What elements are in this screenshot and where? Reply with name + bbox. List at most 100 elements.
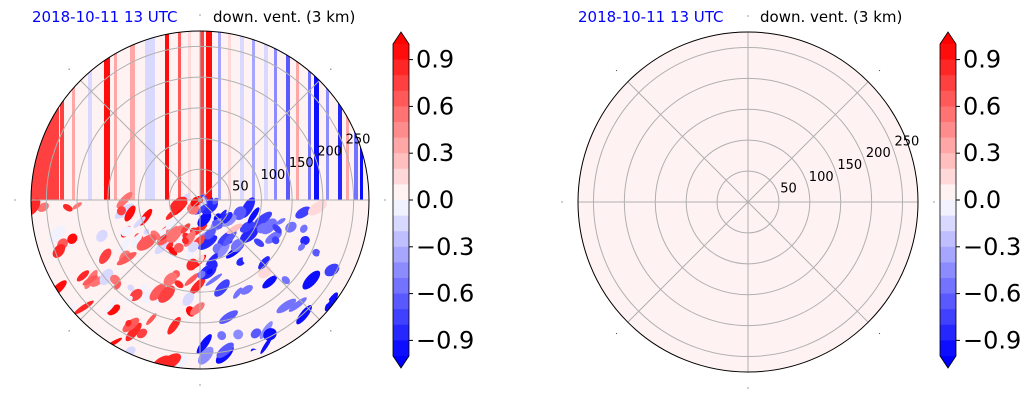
frame-tick [330, 330, 332, 332]
field-stripe [60, 31, 64, 200]
field-stripe [165, 31, 169, 200]
colorbar-segment [940, 106, 956, 123]
field-cell [173, 242, 184, 253]
field-stripe [200, 31, 204, 200]
polar-grid-left [14, 14, 386, 386]
field-cell [226, 223, 243, 235]
colorbar-segment [940, 340, 956, 357]
field-cell [205, 273, 223, 286]
field-stripe [31, 90, 59, 200]
colorbar-segment [940, 168, 956, 185]
field-cell [302, 270, 321, 290]
field-cell [308, 200, 327, 216]
field-stripe [206, 31, 212, 200]
field-cell [212, 197, 219, 205]
colorbar-extend-min [940, 356, 956, 368]
field-cell [240, 284, 253, 295]
field-cell [271, 331, 286, 352]
field-cell [127, 284, 135, 292]
colorbar-segment [940, 184, 956, 201]
field-cell [99, 268, 114, 286]
field-cell [167, 316, 181, 335]
colorbar-segment [393, 137, 409, 154]
field-cell [324, 292, 339, 312]
field-cell [182, 292, 195, 306]
colorbar-tick-label: −0.6 [963, 280, 1021, 308]
colorbar-tick-label: −0.3 [963, 233, 1021, 261]
field-cell [313, 288, 325, 299]
field-cell [125, 319, 132, 327]
colorbar-segment [940, 153, 956, 170]
field-cell [136, 328, 148, 339]
colorbar-segment [940, 215, 956, 232]
frame-tick [68, 330, 70, 332]
field-cell [125, 295, 133, 303]
colorbar-tick-label: 0.9 [416, 46, 454, 74]
colorbar-tick-label: −0.9 [963, 326, 1021, 354]
colorbar-segment [393, 246, 409, 263]
colorbar-segment [393, 340, 409, 357]
colorbar-segment [940, 262, 956, 279]
field-stripe [218, 31, 221, 200]
field-cell [197, 211, 212, 227]
field-cell [118, 237, 130, 254]
field-cell [242, 255, 251, 265]
field-cell [272, 224, 282, 234]
frame-tick [878, 69, 881, 72]
field-stripe [72, 31, 75, 200]
field-stripe [314, 31, 319, 200]
field-cell [216, 342, 234, 359]
colorbar-segment [393, 262, 409, 279]
colorbar-segment [940, 309, 956, 326]
field-cell [96, 229, 108, 242]
field-cell [163, 272, 178, 287]
grid-spoke [627, 201, 749, 323]
colorbar-outline [939, 31, 957, 369]
field-cell [258, 256, 270, 270]
field-cell [197, 270, 206, 279]
colorbar-segment [393, 44, 409, 61]
field-cell [136, 234, 157, 251]
field-stripe [274, 31, 277, 200]
colorbar-segment [393, 106, 409, 123]
field-cell [62, 203, 73, 212]
field-cell [299, 224, 308, 233]
field-stripe [354, 31, 358, 200]
grid-spoke [627, 81, 749, 203]
colorbar-right: 0.9 0.6 0.3 0.0 −0.3 −0.6 −0.9 [939, 31, 1021, 369]
field-cell [249, 349, 261, 360]
field-cell [168, 246, 178, 256]
field-stripe [145, 31, 155, 200]
field-stripe [296, 31, 299, 200]
chart-title-date: 2018-10-11 13 UTC [578, 8, 724, 26]
field-cell [295, 206, 311, 219]
field-cell [189, 278, 206, 295]
colorbar-left: 0.9 0.6 0.3 0.0 −0.3 −0.6 −0.9 [392, 31, 474, 369]
field-cell [158, 285, 175, 303]
field-cell [129, 288, 143, 302]
radial-tick-label: 50 [232, 180, 249, 195]
colorbar-segment [393, 324, 409, 341]
field-stripe [240, 31, 244, 200]
field-cell [263, 328, 277, 341]
colorbar-segment [940, 59, 956, 76]
chart-title-date: 2018-10-11 13 UTC [32, 8, 178, 26]
field-cell [82, 275, 98, 286]
field-stripe [228, 31, 231, 200]
colorbar-segment [393, 200, 409, 217]
field-cell [250, 328, 262, 339]
field-cell [281, 276, 290, 285]
field-cell [190, 302, 205, 316]
field-cell [196, 204, 207, 215]
field-cell [285, 221, 297, 233]
field-cell [74, 300, 94, 315]
colorbar-segment [393, 75, 409, 92]
field-cell [52, 244, 66, 258]
field-cell [253, 238, 265, 248]
field-cell [48, 225, 66, 243]
field-cell [230, 238, 244, 253]
colorbar-segment [393, 122, 409, 139]
radial-tick-label: 100 [809, 170, 834, 185]
